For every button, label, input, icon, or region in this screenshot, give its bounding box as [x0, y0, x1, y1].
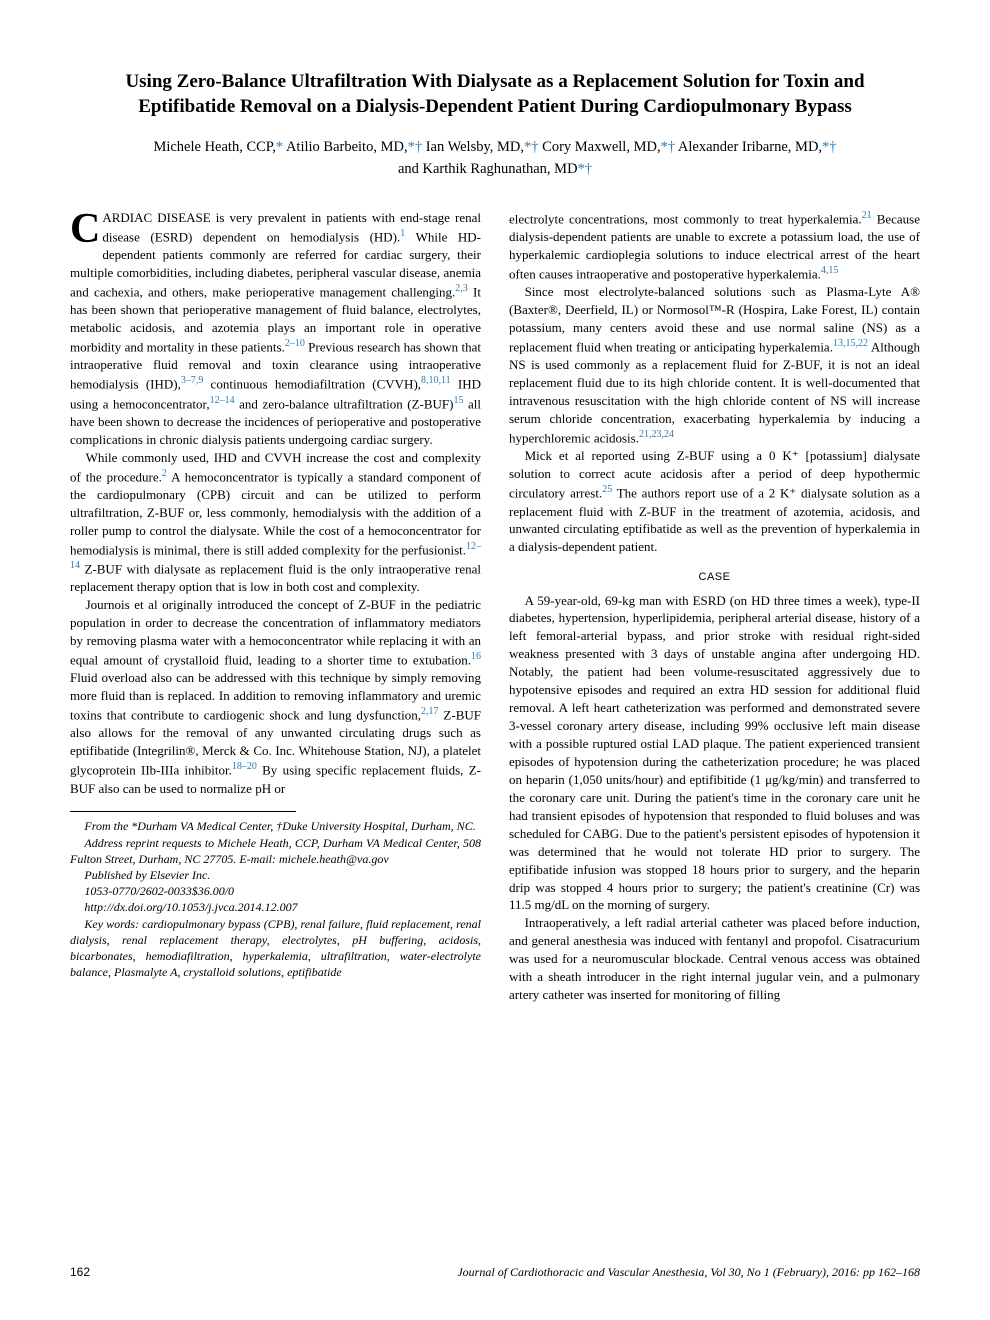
affiliation-marker: *†: [822, 139, 837, 155]
citation-ref[interactable]: 3–7,9: [181, 375, 204, 386]
footnote-correspondence: Address reprint requests to Michele Heat…: [70, 835, 481, 867]
citation-ref[interactable]: 2,3: [455, 283, 468, 294]
author-name: Alexander Iribarne, MD,: [675, 139, 822, 155]
footnote-doi[interactable]: http://dx.doi.org/10.1053/j.jvca.2014.12…: [70, 899, 481, 915]
citation-ref[interactable]: 25: [602, 484, 612, 495]
footnote-affiliation: From the *Durham VA Medical Center, †Duk…: [70, 818, 481, 834]
citation-ref[interactable]: 16: [471, 651, 481, 662]
body-text: and zero-balance ultrafiltration (Z-BUF): [235, 396, 454, 411]
footnote-publisher: Published by Elsevier Inc.: [70, 867, 481, 883]
citation-ref[interactable]: 2–10: [285, 338, 305, 349]
affiliation-marker: *†: [408, 139, 423, 155]
citation-ref[interactable]: 12–14: [210, 395, 235, 406]
body-columns: CARDIAC DISEASE is very prevalent in pat…: [70, 209, 920, 1004]
page-footer: 162 Journal of Cardiothoracic and Vascul…: [70, 1265, 920, 1280]
authors-block: Michele Heath, CCP,* Atilio Barbeito, MD…: [70, 137, 920, 181]
affiliation-marker: *†: [578, 161, 593, 177]
footnote-keywords: Key words: cardiopulmonary bypass (CPB),…: [70, 916, 481, 981]
paragraph: electrolyte concentrations, most commonl…: [509, 209, 920, 283]
author-name: Ian Welsby, MD,: [422, 139, 524, 155]
author-name: Michele Heath, CCP,: [153, 139, 275, 155]
dropcap: C: [70, 209, 102, 248]
paragraph: A 59-year-old, 69-kg man with ESRD (on H…: [509, 592, 920, 915]
paragraph: Journois et al originally introduced the…: [70, 596, 481, 797]
article-title: Using Zero-Balance Ultrafiltration With …: [70, 70, 920, 119]
citation-ref[interactable]: 13,15,22: [833, 338, 868, 349]
affiliation-marker: *†: [661, 139, 676, 155]
author-name: and Karthik Raghunathan, MD: [398, 161, 578, 177]
body-text: Fluid overload also can be addressed wit…: [70, 670, 481, 722]
journal-citation: Journal of Cardiothoracic and Vascular A…: [457, 1265, 920, 1280]
body-text: Z-BUF with dialysate as replacement flui…: [70, 561, 481, 594]
paragraph: While commonly used, IHD and CVVH increa…: [70, 449, 481, 596]
citation-ref[interactable]: 18–20: [232, 761, 257, 772]
footnotes-block: From the *Durham VA Medical Center, †Duk…: [70, 818, 481, 980]
body-text: Journois et al originally introduced the…: [70, 597, 481, 667]
body-text: Although NS is used commonly as a replac…: [509, 339, 920, 445]
body-text: continuous hemodiafiltration (CVVH),: [203, 377, 421, 392]
paragraph: Since most electrolyte-balanced solution…: [509, 283, 920, 447]
citation-ref[interactable]: 4,15: [821, 265, 839, 276]
citation-ref[interactable]: 21,23,24: [639, 429, 674, 440]
footnote-issn: 1053-0770/2602-0033$36.00/0: [70, 883, 481, 899]
paragraph: Mick et al reported using Z-BUF using a …: [509, 447, 920, 556]
citation-ref[interactable]: 2,17: [421, 706, 439, 717]
affiliation-marker: *†: [524, 139, 539, 155]
paragraph: Intraoperatively, a left radial arterial…: [509, 914, 920, 1004]
footnote-divider: [70, 811, 296, 812]
paragraph: CARDIAC DISEASE is very prevalent in pat…: [70, 209, 481, 449]
author-name: Atilio Barbeito, MD,: [283, 139, 407, 155]
citation-ref[interactable]: 8,10,11: [421, 375, 451, 386]
page-number: 162: [70, 1265, 90, 1280]
author-name: Cory Maxwell, MD,: [539, 139, 661, 155]
body-text: electrolyte concentrations, most commonl…: [509, 211, 862, 226]
section-heading-case: CASE: [509, 570, 920, 585]
citation-ref[interactable]: 15: [453, 395, 463, 406]
citation-ref[interactable]: 21: [862, 210, 872, 221]
